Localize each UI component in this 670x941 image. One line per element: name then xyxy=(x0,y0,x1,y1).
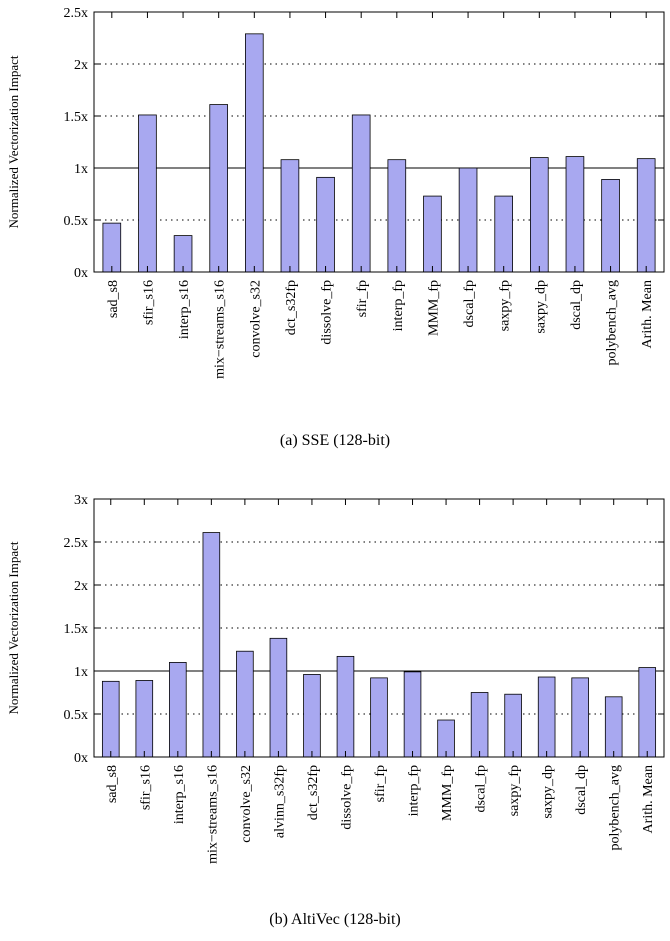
altivec-bar xyxy=(638,667,657,758)
altivec-bar xyxy=(370,677,388,758)
sse-xtick-label: MMM_fp xyxy=(426,280,441,336)
sse-bar xyxy=(423,195,442,273)
sse-xtick-label: sfir_s16 xyxy=(141,280,156,325)
sse-bar xyxy=(102,222,122,273)
sse-xtick-label: dscal_fp xyxy=(462,280,477,327)
altivec-xtick-label: dct_s32fp xyxy=(306,765,321,820)
altivec-bar xyxy=(303,674,321,758)
sse-ytick-label: 1.5x xyxy=(64,110,89,125)
altivec-bar xyxy=(604,696,623,758)
altivec-bar xyxy=(504,693,522,758)
altivec-ytick-label: 0.5x xyxy=(64,708,89,723)
altivec-bar xyxy=(336,655,355,758)
altivec-xtick-label: saxpy_dp xyxy=(541,765,556,819)
caption-altivec: (b) AltiVec (128-bit) xyxy=(269,911,401,928)
sse-bar xyxy=(458,167,478,273)
altivec-xtick-label: dscal_fp xyxy=(474,765,489,812)
altivec-ytick-label: 3x xyxy=(74,493,88,508)
altivec-ytick-label: 1x xyxy=(74,665,88,680)
caption-sse: (a) SSE (128-bit) xyxy=(279,432,391,449)
altivec-xtick-label: convolve_s32 xyxy=(239,765,254,843)
sse-bar xyxy=(245,33,264,273)
sse-bar xyxy=(494,195,513,273)
altivec-xtick-label: mix−streams_s16 xyxy=(205,765,220,864)
sse-xtick-label: sad_s8 xyxy=(106,280,121,318)
altivec-xtick-label: Arith. Mean xyxy=(641,765,656,833)
altivec-xtick-label: sad_s8 xyxy=(105,765,120,803)
altivec-xtick-label: MMM_fp xyxy=(440,765,455,821)
sse-ytick-label: 2.5x xyxy=(64,6,89,21)
altivec-xtick-label: sfir_s16 xyxy=(138,765,153,810)
sse-bar xyxy=(209,104,228,273)
altivec-bar xyxy=(236,650,254,758)
sse-bar xyxy=(316,176,335,273)
altivec-xtick-label: interp_s16 xyxy=(172,765,187,824)
sse-bar xyxy=(565,156,585,273)
altivec-bar xyxy=(269,637,288,758)
sse-bar xyxy=(601,179,620,273)
sse-ytick-label: 2x xyxy=(74,58,88,73)
sse-bar xyxy=(530,157,549,273)
altivec-xtick-label: sfir_fp xyxy=(373,765,388,802)
sse-plot-frame xyxy=(93,11,665,273)
altivec-xtick-label: saxpy_fp xyxy=(507,765,522,816)
altivec-bar xyxy=(202,532,221,758)
chart-altivec: 0x 0.5x 1x 1.5x 2x 2.5x 3x sad_s8 sfir_s16 interp… xyxy=(6,493,665,864)
sse-bar xyxy=(636,158,656,273)
altivec-bar xyxy=(169,662,187,758)
altivec-xtick-label: polybench_avg xyxy=(608,765,623,851)
sse-bar xyxy=(387,159,407,273)
altivec-ytick-label: 2x xyxy=(74,579,88,594)
sse-xtick-label: interp_s16 xyxy=(177,280,192,339)
altivec-bar xyxy=(470,692,489,758)
sse-xtick-label: mix−streams_s16 xyxy=(213,280,228,379)
sse-xtick-label: dissolve_fp xyxy=(320,280,335,345)
altivec-ytick-label: 0x xyxy=(74,751,88,766)
sse-ytick-label: 0x xyxy=(74,266,88,281)
altivec-bar xyxy=(537,676,556,758)
sse-xtick-label: saxpy_fp xyxy=(498,280,513,331)
altivec-ylabel: Normalized Vectorization Impact xyxy=(6,541,21,714)
sse-xtick-label: interp_fp xyxy=(391,280,406,331)
sse-bar xyxy=(351,114,371,273)
altivec-xtick-label: interp_fp xyxy=(407,765,422,816)
altivec-xtick-label: dissolve_fp xyxy=(339,765,354,830)
altivec-ytick-label: 1.5x xyxy=(64,622,89,637)
altivec-bar xyxy=(135,680,154,758)
sse-bar xyxy=(138,114,157,273)
sse-xtick-label: Arith. Mean xyxy=(640,280,655,348)
altivec-bar xyxy=(403,671,422,758)
sse-xtick-label: sfir_fp xyxy=(355,280,370,317)
sse-xtick-label: convolve_s32 xyxy=(248,280,263,358)
sse-bar xyxy=(280,159,300,273)
sse-ylabel: Normalized Vectorization Impact xyxy=(6,55,21,228)
chart-sse: 0x 0.5x 1x 1.5x 2x 2.5x sad_s8 sfir_s16 interp_s… xyxy=(6,6,665,379)
sse-xtick-label: dct_s32fp xyxy=(284,280,299,335)
sse-xtick-label: saxpy_dp xyxy=(533,280,548,334)
sse-xtick-label: dscal_dp xyxy=(569,280,584,330)
altivec-ytick-label: 2.5x xyxy=(64,536,89,551)
sse-ytick-label: 1x xyxy=(74,162,88,177)
altivec-bar xyxy=(571,677,589,758)
altivec-xtick-label: dscal_dp xyxy=(574,765,589,815)
altivec-bar xyxy=(101,680,120,758)
altivec-xtick-label: alvinn_s32fp xyxy=(272,765,287,838)
sse-xtick-label: polybench_avg xyxy=(605,280,620,366)
sse-ytick-label: 0.5x xyxy=(64,214,89,229)
